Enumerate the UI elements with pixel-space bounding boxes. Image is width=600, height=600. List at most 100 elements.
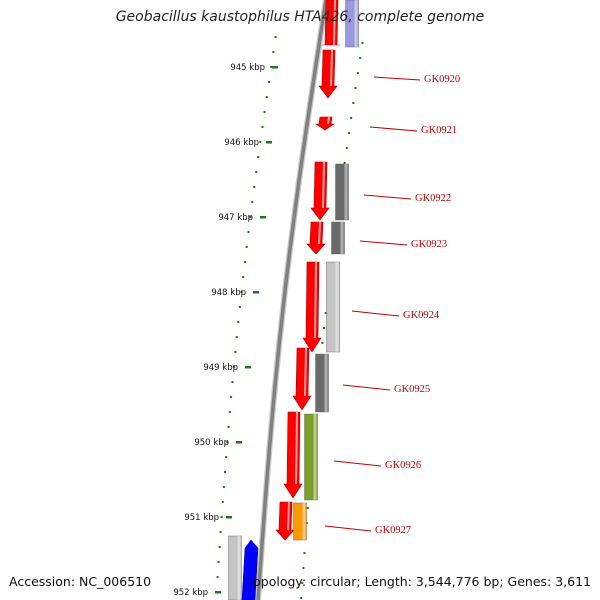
scale-ticks: 945 kbp 946 kbp 947 kbp 948 kbp 949 kbp 950 k…	[173, 63, 278, 598]
cog-block	[345, 0, 359, 48]
gene-label[interactable]: GK0927	[375, 525, 411, 536]
scale-dot-left	[259, 141, 262, 143]
cog-block	[331, 221, 345, 255]
cog-block-highlight	[313, 414, 317, 500]
scale-tick	[245, 366, 251, 369]
scale-tick	[260, 216, 266, 219]
scale-dot-left	[227, 426, 230, 428]
scale-dot-left	[217, 561, 220, 563]
cog-block-highlight	[335, 262, 339, 352]
scale-dot-left	[247, 231, 250, 233]
scale-dot-right	[321, 342, 324, 344]
gene-label[interactable]: GK0926	[385, 460, 421, 471]
gene-leader-line	[363, 194, 412, 200]
gene-leader-line	[324, 525, 372, 532]
scale-dot-left	[234, 351, 237, 353]
gene-arrow	[283, 411, 303, 499]
scale-dot-left	[272, 51, 275, 53]
scale-dot-right	[347, 132, 350, 134]
cog-block	[304, 413, 318, 501]
gene-arrow-highlight	[333, 0, 336, 46]
scale-dot-right	[361, 42, 364, 44]
scale-dot-right	[352, 102, 355, 104]
scale-dot-right	[306, 507, 309, 509]
scale-tick	[236, 441, 242, 444]
scale-dot-right	[356, 72, 359, 74]
gene-arrow-highlight	[327, 116, 330, 125]
cog-block	[326, 261, 340, 353]
gene-arrow	[310, 161, 330, 221]
gene-leader-line	[373, 76, 421, 81]
gene-arrow-highlight	[330, 49, 333, 87]
scale-dot-right	[302, 567, 305, 569]
scale-tick-label: 945 kbp	[230, 63, 265, 73]
cog-block	[315, 353, 329, 413]
scale-tick	[266, 141, 272, 144]
scale-dot-left	[221, 501, 224, 503]
cog-block-highlight	[302, 503, 306, 540]
gene-leader-line	[359, 240, 408, 246]
gene-arrow	[275, 501, 295, 541]
scale-dot-left	[228, 411, 231, 413]
gene-leader-line	[369, 126, 418, 132]
gene-leader-line	[333, 460, 382, 467]
scale-dot-left	[222, 486, 225, 488]
gene-arrow-highlight	[322, 161, 325, 209]
gene-label[interactable]: GK0925	[394, 384, 430, 395]
gene-labels: GK0920 GK0921 GK0922 GK0923 GK0924 GK0925 GK09…	[324, 74, 460, 536]
gene-leader-line	[342, 384, 391, 391]
reverse-gene-arrow	[241, 539, 259, 600]
gene-label[interactable]: GK0920	[424, 74, 460, 85]
gene-arrow-highlight	[295, 411, 298, 485]
scale-dot-left	[219, 531, 222, 533]
scale-tick	[226, 516, 232, 519]
scale-dot-left	[231, 381, 234, 383]
gene-arrow	[306, 221, 326, 255]
scale-dot-left	[265, 96, 268, 98]
scale-dot-left	[257, 156, 260, 158]
scale-dot-right	[303, 552, 306, 554]
gene-arrow-highlight	[318, 221, 321, 245]
scale-dot-left	[253, 186, 256, 188]
cog-block-highlight	[324, 354, 328, 412]
scale-dot-left	[263, 111, 266, 113]
gene-label[interactable]: GK0921	[421, 125, 457, 136]
scale-dot-left	[226, 441, 229, 443]
scale-tick-label: 951 kbp	[184, 513, 219, 523]
scale-dot-right	[354, 87, 357, 89]
gene-track	[275, 0, 340, 541]
gene-arrow	[292, 347, 312, 411]
scale-tick-label: 948 kbp	[211, 288, 246, 298]
map-title: Geobacillus kaustophilus HTA426, complet…	[115, 9, 485, 25]
scale-dot-left	[251, 201, 254, 203]
scale-dot-right	[359, 57, 362, 59]
scale-dot-left	[235, 336, 238, 338]
scale-tick-label: 952 kbp	[173, 588, 208, 598]
gene-label[interactable]: GK0923	[411, 239, 447, 250]
scale-dot-right	[323, 327, 326, 329]
cog-block	[335, 163, 349, 221]
scale-dot-left	[218, 546, 221, 548]
cog-block-highlight	[340, 222, 344, 254]
scale-tick-label: 949 kbp	[203, 363, 238, 373]
cog-block-highlight	[344, 164, 348, 220]
scale-dot-left	[232, 366, 235, 368]
cog-block	[228, 535, 242, 600]
scale-dot-right	[345, 147, 348, 149]
scale-dot-left	[238, 306, 241, 308]
scale-dot-left	[242, 276, 245, 278]
gene-arrow-highlight	[314, 261, 317, 339]
scale-tick-label: 950 kbp	[194, 438, 229, 448]
scale-dot-right	[300, 597, 303, 599]
scale-dot-left	[230, 396, 233, 398]
gene-label[interactable]: GK0922	[415, 193, 451, 204]
scale-dot-left	[243, 261, 246, 263]
genome-backbone	[255, 0, 329, 600]
scale-tick	[253, 291, 259, 294]
gene-label[interactable]: GK0924	[403, 310, 440, 321]
scale-dot-left	[255, 171, 258, 173]
scale-dot-left	[223, 471, 226, 473]
gene-arrow	[315, 116, 335, 131]
backbone-line	[256, 0, 328, 600]
gene-arrow-highlight	[287, 501, 290, 531]
